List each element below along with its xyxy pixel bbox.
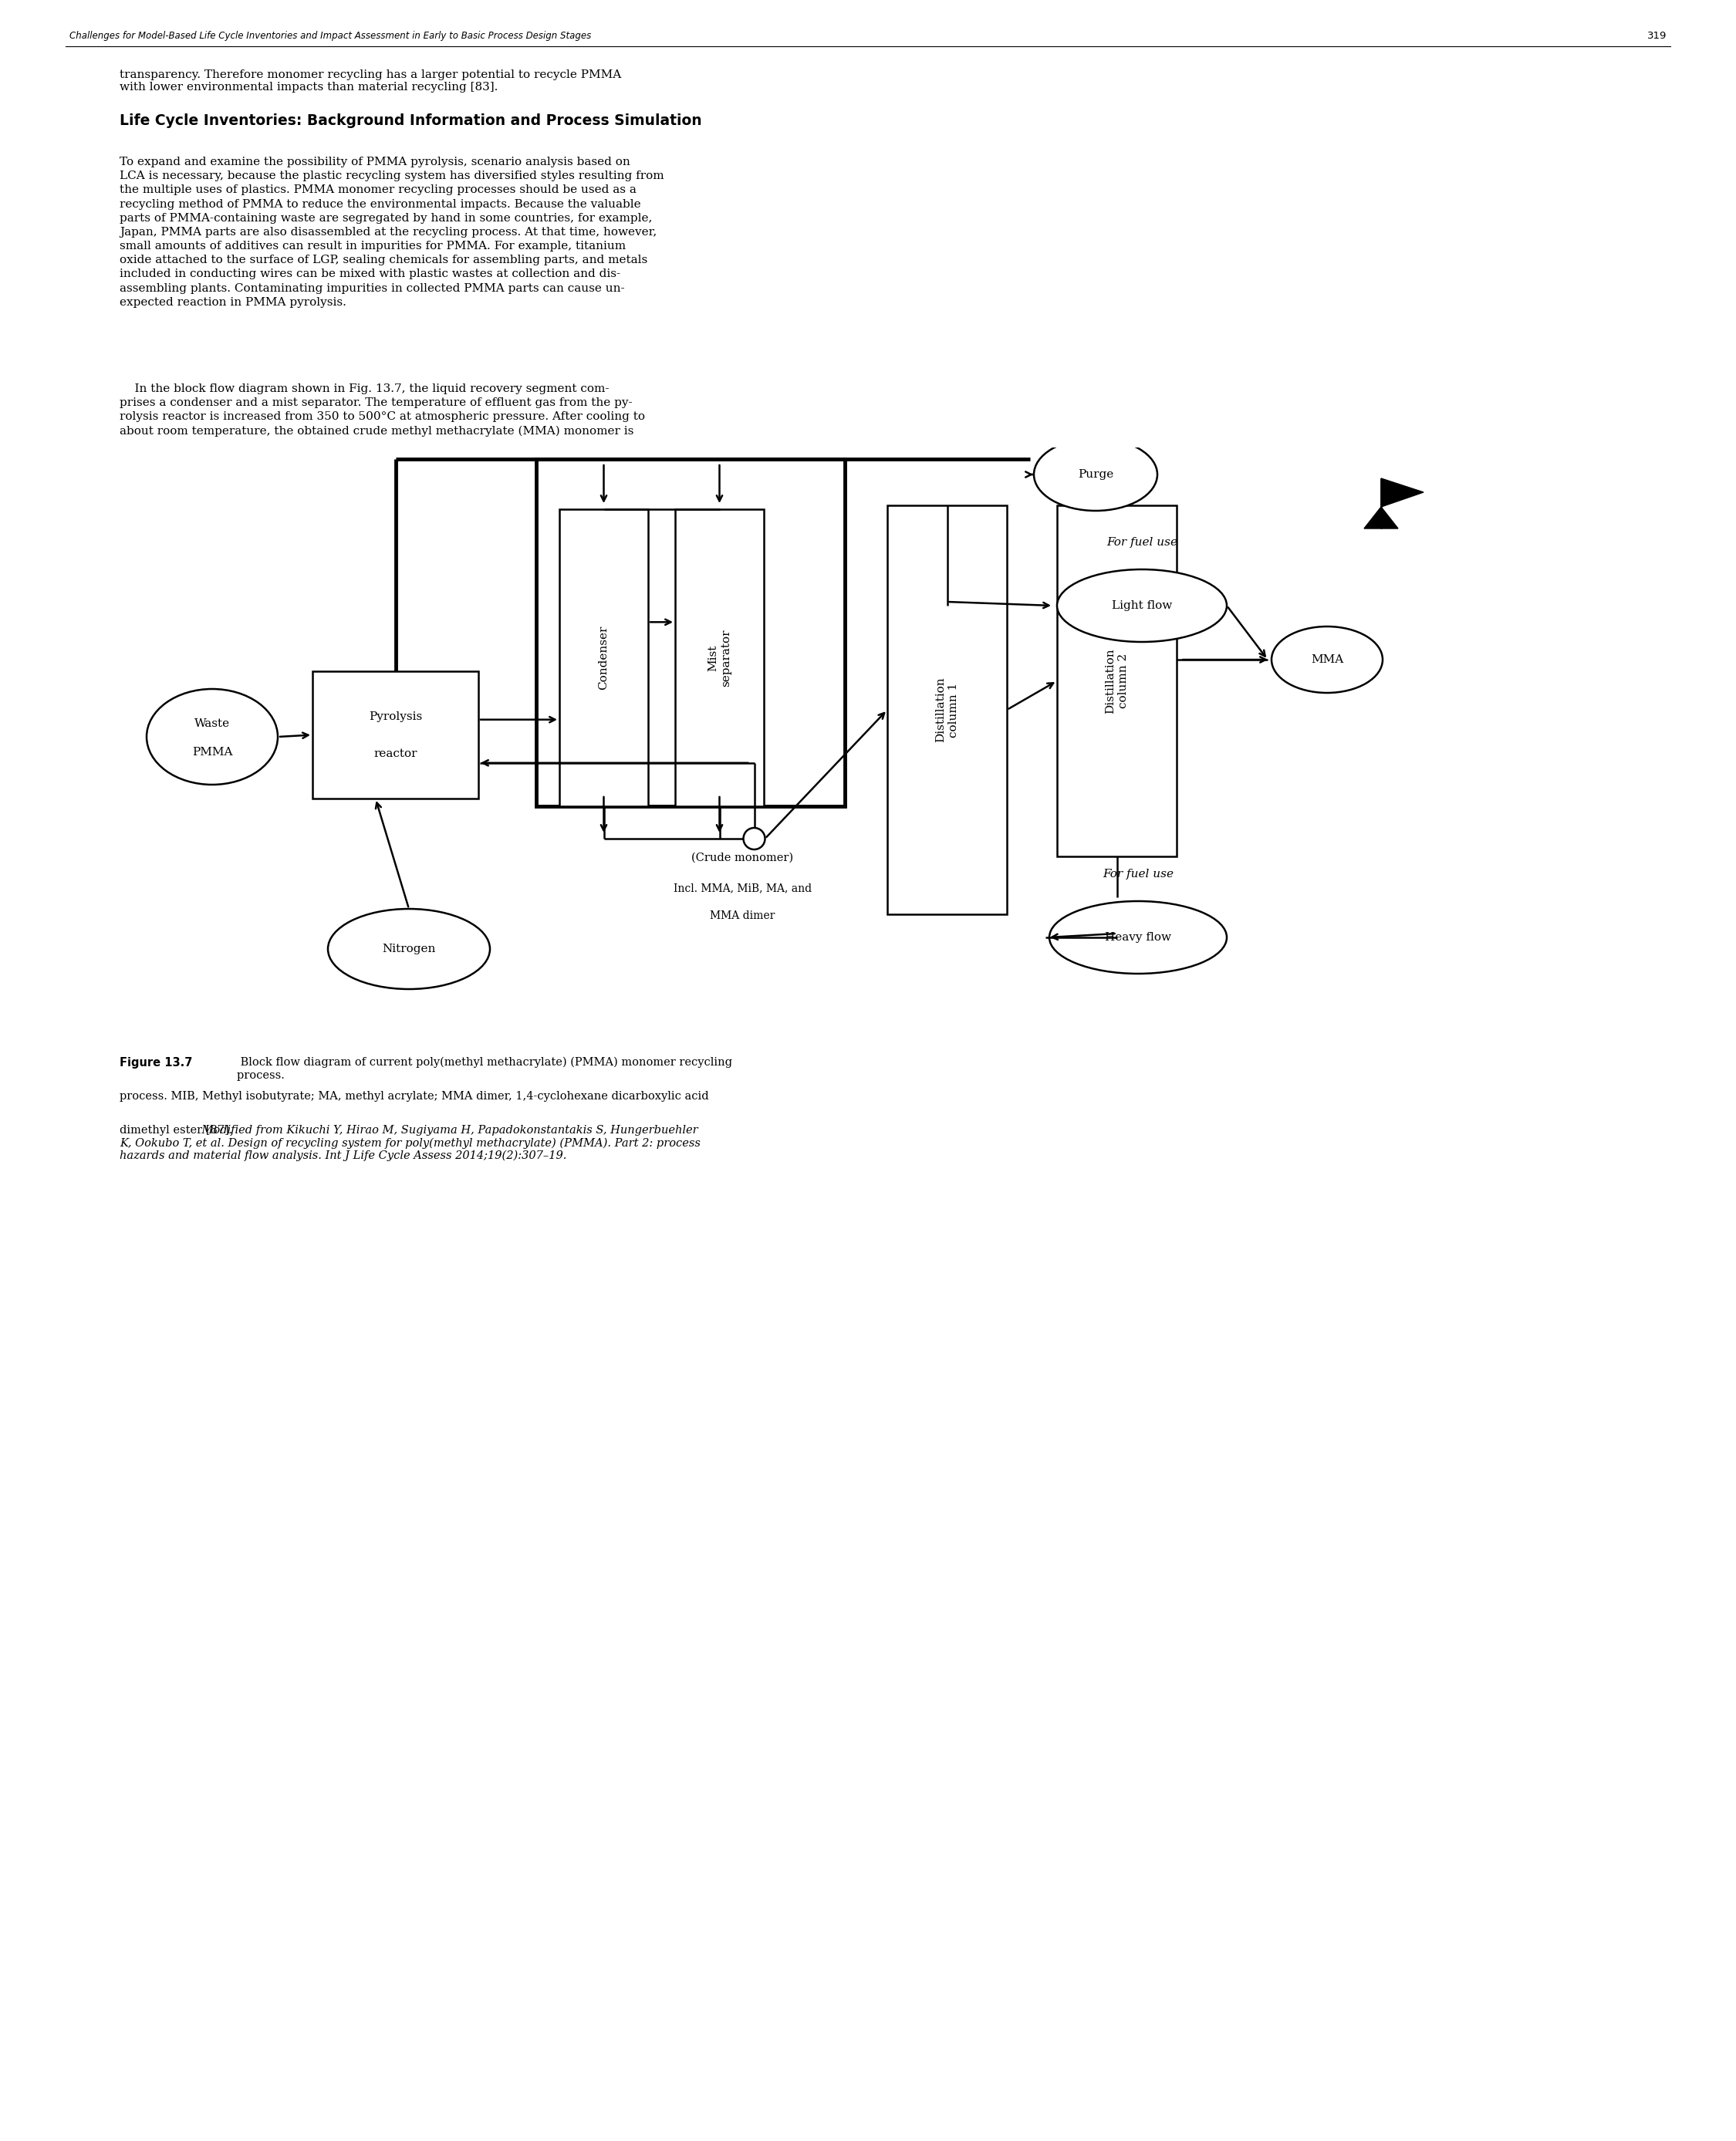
Text: Mist
separator: Mist separator [707,629,731,687]
Text: Nitrogen: Nitrogen [382,944,436,955]
Text: transparency. Therefore monomer recycling has a larger potential to recycle PMMA: transparency. Therefore monomer recyclin… [120,69,621,92]
FancyBboxPatch shape [675,510,764,807]
Text: Incl. MMA, MiB, MA, and: Incl. MMA, MiB, MA, and [674,882,812,893]
Text: Waste: Waste [194,717,229,730]
Text: (Crude monomer): (Crude monomer) [691,852,793,863]
Text: For fuel use: For fuel use [1102,869,1174,880]
Polygon shape [1382,477,1424,507]
FancyBboxPatch shape [1057,505,1177,856]
Text: PMMA: PMMA [193,747,233,758]
Text: In the block flow diagram shown in Fig. 13.7, the liquid recovery segment com-
p: In the block flow diagram shown in Fig. … [120,383,646,437]
Text: Block flow diagram of current poly(methyl methacrylate) (PMMA) monomer recycling: Block flow diagram of current poly(methy… [236,1058,733,1081]
Text: reactor: reactor [373,749,417,760]
Text: Purge: Purge [1078,469,1113,480]
Ellipse shape [1035,439,1158,512]
Text: For fuel use: For fuel use [1106,537,1177,548]
Circle shape [743,829,766,850]
Polygon shape [1364,507,1397,529]
Text: MMA: MMA [1311,655,1344,666]
Text: Heavy flow: Heavy flow [1104,931,1172,942]
Text: To expand and examine the possibility of PMMA pyrolysis, scenario analysis based: To expand and examine the possibility of… [120,156,663,308]
Text: MMA dimer: MMA dimer [710,910,776,921]
Ellipse shape [328,910,490,989]
Text: dimethyl ester [87].: dimethyl ester [87]. [120,1124,236,1135]
Text: process. MIB, Methyl isobutyrate; MA, methyl acrylate; MMA dimer, 1,4-cyclohexan: process. MIB, Methyl isobutyrate; MA, me… [120,1092,708,1103]
Ellipse shape [1057,570,1227,642]
Text: Challenges for Model-Based Life Cycle Inventories and Impact Assessment in Early: Challenges for Model-Based Life Cycle In… [69,30,592,41]
Ellipse shape [146,689,278,784]
Text: Pyrolysis: Pyrolysis [368,711,422,722]
Text: 319: 319 [1647,30,1667,41]
FancyBboxPatch shape [536,458,845,807]
Text: Modified from Kikuchi Y, Hirao M, Sugiyama H, Papadokonstantakis S, Hungerbuehle: Modified from Kikuchi Y, Hirao M, Sugiya… [120,1124,701,1160]
Ellipse shape [1271,627,1382,694]
Text: Distillation
column 2: Distillation column 2 [1104,649,1128,713]
FancyBboxPatch shape [887,505,1007,914]
Text: Light flow: Light flow [1111,599,1172,610]
Text: Distillation
column 1: Distillation column 1 [936,677,960,743]
FancyBboxPatch shape [559,510,648,807]
FancyBboxPatch shape [312,672,479,799]
Text: Figure 13.7: Figure 13.7 [120,1058,193,1068]
Text: Life Cycle Inventories: Background Information and Process Simulation: Life Cycle Inventories: Background Infor… [120,113,701,128]
Text: Condenser: Condenser [599,625,609,689]
Ellipse shape [1049,901,1227,974]
